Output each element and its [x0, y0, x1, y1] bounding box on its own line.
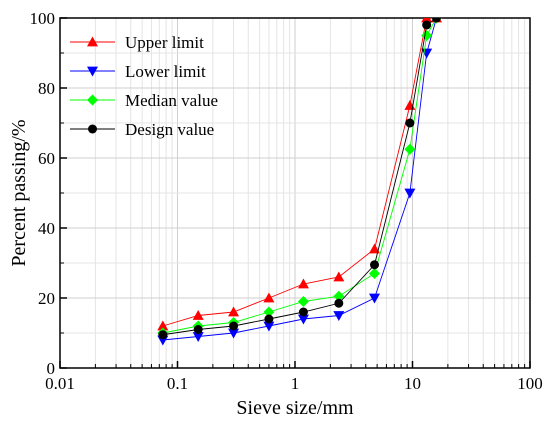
data-point-upper-limit	[228, 306, 240, 317]
data-point-design-value	[298, 307, 308, 317]
axis-ticks: 0.01 0.1 1 10 100 0 20 40 60 80 100	[30, 9, 543, 393]
data-point-upper-limit	[369, 243, 381, 254]
data-point-upper-limit	[297, 278, 309, 289]
data-point-lower-limit	[333, 311, 345, 321]
x-tick-label: 1	[291, 374, 300, 393]
data-point-lower-limit	[404, 188, 416, 199]
data-point-lower-limit	[228, 328, 240, 339]
series-line-design-value	[162, 18, 437, 336]
series-line-lower-limit	[162, 18, 437, 341]
data-point-upper-limit	[157, 320, 169, 331]
data-point-design-value	[405, 118, 415, 128]
series-design-value	[158, 18, 441, 340]
legend-label: Design value	[125, 120, 214, 139]
data-point-median-value	[297, 296, 309, 307]
series-layer	[157, 18, 442, 346]
data-point-lower-limit	[263, 321, 275, 332]
legend-marker	[87, 36, 98, 47]
legend-marker	[88, 124, 97, 134]
data-point-median-value	[404, 143, 416, 155]
legend-label: Median value	[125, 91, 218, 110]
y-tick-label: 100	[30, 9, 56, 28]
data-point-design-value	[193, 325, 203, 334]
legend: Upper limit Lower limit Median value Design…	[70, 33, 218, 139]
data-point-upper-limit	[192, 310, 204, 320]
data-point-design-value	[264, 314, 274, 324]
data-point-design-value	[158, 330, 168, 340]
series-upper-limit	[157, 18, 442, 331]
legend-marker	[87, 94, 98, 106]
y-tick-label: 20	[38, 289, 55, 308]
series-line-median-value	[162, 18, 437, 334]
y-tick-label: 40	[38, 219, 55, 238]
x-tick-label: 0.01	[45, 374, 75, 393]
legend-item-lower-limit: Lower limit	[70, 62, 206, 81]
y-axis-label: Percent passing/%	[8, 119, 30, 266]
data-point-median-value	[263, 306, 275, 318]
data-point-upper-limit	[263, 292, 275, 303]
data-point-design-value	[370, 260, 380, 270]
data-point-design-value	[334, 298, 344, 308]
x-tick-label: 100	[517, 374, 543, 393]
y-tick-label: 60	[38, 149, 55, 168]
y-tick-label: 80	[38, 79, 55, 98]
x-tick-label: 10	[404, 374, 421, 393]
data-point-upper-limit	[421, 18, 433, 23]
legend-item-median-value: Median value	[70, 91, 218, 110]
legend-label: Upper limit	[125, 33, 204, 52]
series-line-upper-limit	[162, 18, 437, 327]
data-point-design-value	[431, 18, 441, 23]
data-point-lower-limit	[297, 314, 309, 325]
y-tick-label: 0	[47, 359, 56, 378]
legend-item-design-value: Design value	[70, 120, 214, 139]
data-point-median-value	[369, 268, 381, 279]
data-point-median-value	[333, 290, 345, 302]
data-point-median-value	[421, 30, 433, 41]
legend-label: Lower limit	[125, 62, 206, 81]
data-point-lower-limit	[369, 293, 381, 304]
data-point-lower-limit	[192, 332, 204, 342]
data-point-upper-limit	[333, 271, 345, 282]
legend-item-upper-limit: Upper limit	[70, 33, 204, 52]
x-axis-label: Sieve size/mm	[236, 397, 354, 419]
data-point-design-value	[229, 321, 239, 331]
legend-marker	[87, 66, 98, 77]
data-point-design-value	[422, 20, 432, 30]
x-tick-label: 0.1	[167, 374, 188, 393]
